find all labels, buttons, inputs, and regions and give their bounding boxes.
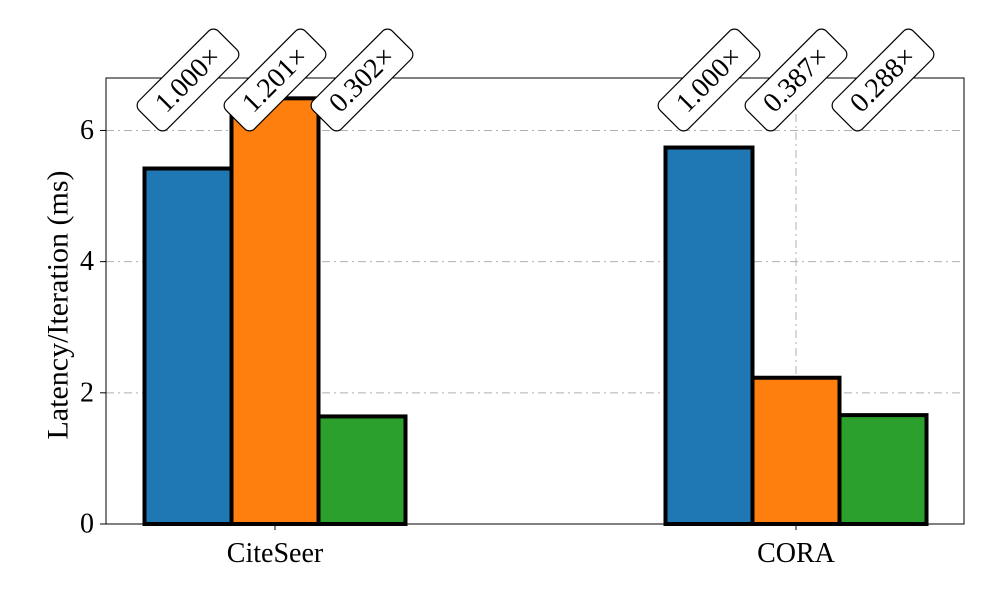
ratio-annotations: 1.000× 1.201× 0.302× 1.000× 0.387× 0.288× (136, 28, 935, 132)
plot-frame (105, 77, 965, 525)
bar-cora-3 (837, 413, 929, 527)
y-tick-label: 4 (80, 246, 94, 277)
y-tick-label: 6 (80, 115, 94, 146)
annotation-box (136, 28, 240, 132)
x-tick-label: CORA (757, 538, 836, 569)
ratio-annotation: 0.288× (831, 28, 935, 132)
bar-cora-1 (663, 145, 755, 526)
axis-ticks: 0 2 4 6 CiteSeer CORA (80, 115, 836, 569)
annotation-box (744, 28, 848, 132)
y-tick-label: 2 (80, 377, 94, 408)
annotation-box (310, 28, 414, 132)
x-tick-label: CiteSeer (227, 538, 324, 569)
ratio-annotation: 1.000× (657, 28, 761, 132)
annotation-box (831, 28, 935, 132)
ratio-annotation: 0.302× (310, 28, 414, 132)
bar-citeseer-2 (229, 96, 321, 526)
bar-cora-2 (750, 375, 842, 526)
y-tick-label: 0 (80, 509, 94, 540)
annotation-box (223, 28, 327, 132)
bar-citeseer-3 (316, 414, 408, 527)
bar-citeseer-1 (142, 166, 234, 526)
y-axis-label: Latency/Iteration (ms) (42, 170, 75, 439)
annotation-box (657, 28, 761, 132)
ratio-annotation: 1.000× (136, 28, 240, 132)
bars (142, 96, 929, 527)
